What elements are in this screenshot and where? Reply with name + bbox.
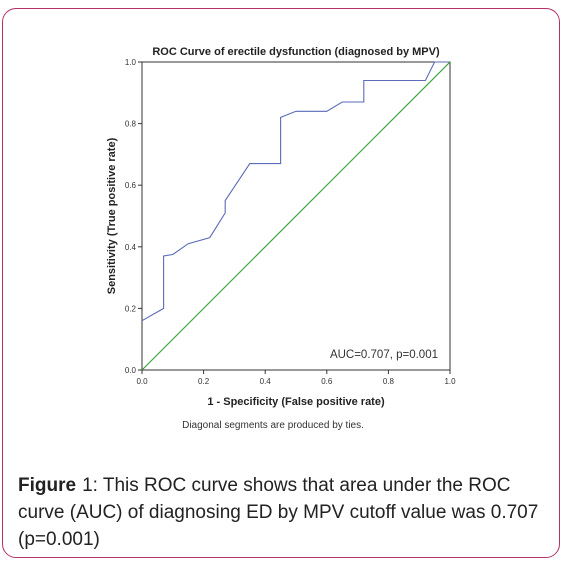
figure-caption: Figure 1: This ROC curve shows that area … [18, 472, 546, 553]
y-tick-label: 0.2 [125, 304, 137, 313]
auc-annotation: AUC=0.707, p=0.001 [330, 349, 438, 361]
y-axis-label: Sensitivity (True positive rate) [106, 137, 118, 294]
reference-diagonal-line [141, 61, 451, 371]
x-tick-label: 0.8 [383, 377, 395, 386]
x-tick-label: 0.6 [321, 377, 333, 386]
x-tick-label: 0.4 [260, 377, 272, 386]
x-axis-ticks: 0.0 0.2 0.4 0.6 0.8 1.0 [136, 370, 456, 386]
roc-curve-line [141, 61, 450, 322]
x-tick-label: 0.0 [136, 377, 148, 386]
chart-title: ROC Curve of erectile dysfunction (diagn… [152, 46, 440, 58]
y-tick-label: 1.0 [125, 58, 137, 67]
x-tick-label: 0.2 [198, 377, 210, 386]
x-tick-label: 1.0 [444, 377, 456, 386]
figure-frame [2, 8, 560, 558]
y-axis-ticks: 0.0 0.2 0.4 0.6 0.8 1.0 [125, 58, 142, 375]
y-tick-label: 0.4 [125, 243, 137, 252]
x-axis-label: 1 - Specificity (False positive rate) [207, 396, 385, 408]
y-tick-label: 0.8 [125, 120, 137, 129]
y-tick-label: 0.0 [125, 366, 137, 375]
y-tick-label: 0.6 [125, 181, 137, 190]
caption-text: : This ROC curve shows that area under t… [18, 475, 539, 550]
figure-number: 1 [82, 475, 93, 496]
figure-label: Figure [18, 475, 77, 496]
series-layer [141, 61, 451, 371]
chart-footnote: Diagonal segments are produced by ties. [182, 420, 364, 431]
